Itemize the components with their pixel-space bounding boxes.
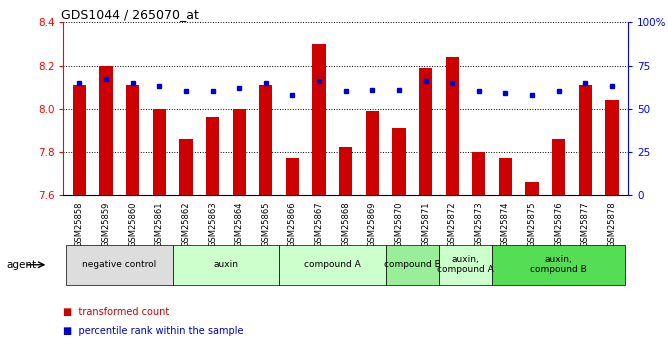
Bar [279,245,385,285]
Bar [339,147,352,195]
Text: auxin,
compound A: auxin, compound A [437,255,494,275]
Bar [179,139,192,195]
Bar [365,111,379,195]
Text: compound A: compound A [304,260,361,269]
Bar [492,245,625,285]
Text: auxin: auxin [213,260,238,269]
Bar [552,139,565,195]
Text: negative control: negative control [82,260,156,269]
Bar [66,245,172,285]
Bar [232,109,246,195]
Text: agent: agent [7,260,37,270]
Text: GDS1044 / 265070_at: GDS1044 / 265070_at [61,8,198,21]
Bar [100,66,113,195]
Text: compound B: compound B [384,260,441,269]
Bar [153,109,166,195]
Bar [472,152,486,195]
Text: auxin,
compound B: auxin, compound B [530,255,587,275]
Bar [499,158,512,195]
Bar [446,57,459,195]
Bar [439,245,492,285]
Bar [172,245,279,285]
Bar [526,182,538,195]
Bar [392,128,405,195]
Bar [578,85,592,195]
Bar [259,85,273,195]
Bar [206,117,219,195]
Bar [419,68,432,195]
Bar [286,158,299,195]
Bar [126,85,140,195]
Bar [385,245,439,285]
Text: ■  percentile rank within the sample: ■ percentile rank within the sample [63,326,244,336]
Bar [73,85,86,195]
Text: ■  transformed count: ■ transformed count [63,307,170,317]
Bar [605,100,619,195]
Bar [313,44,326,195]
